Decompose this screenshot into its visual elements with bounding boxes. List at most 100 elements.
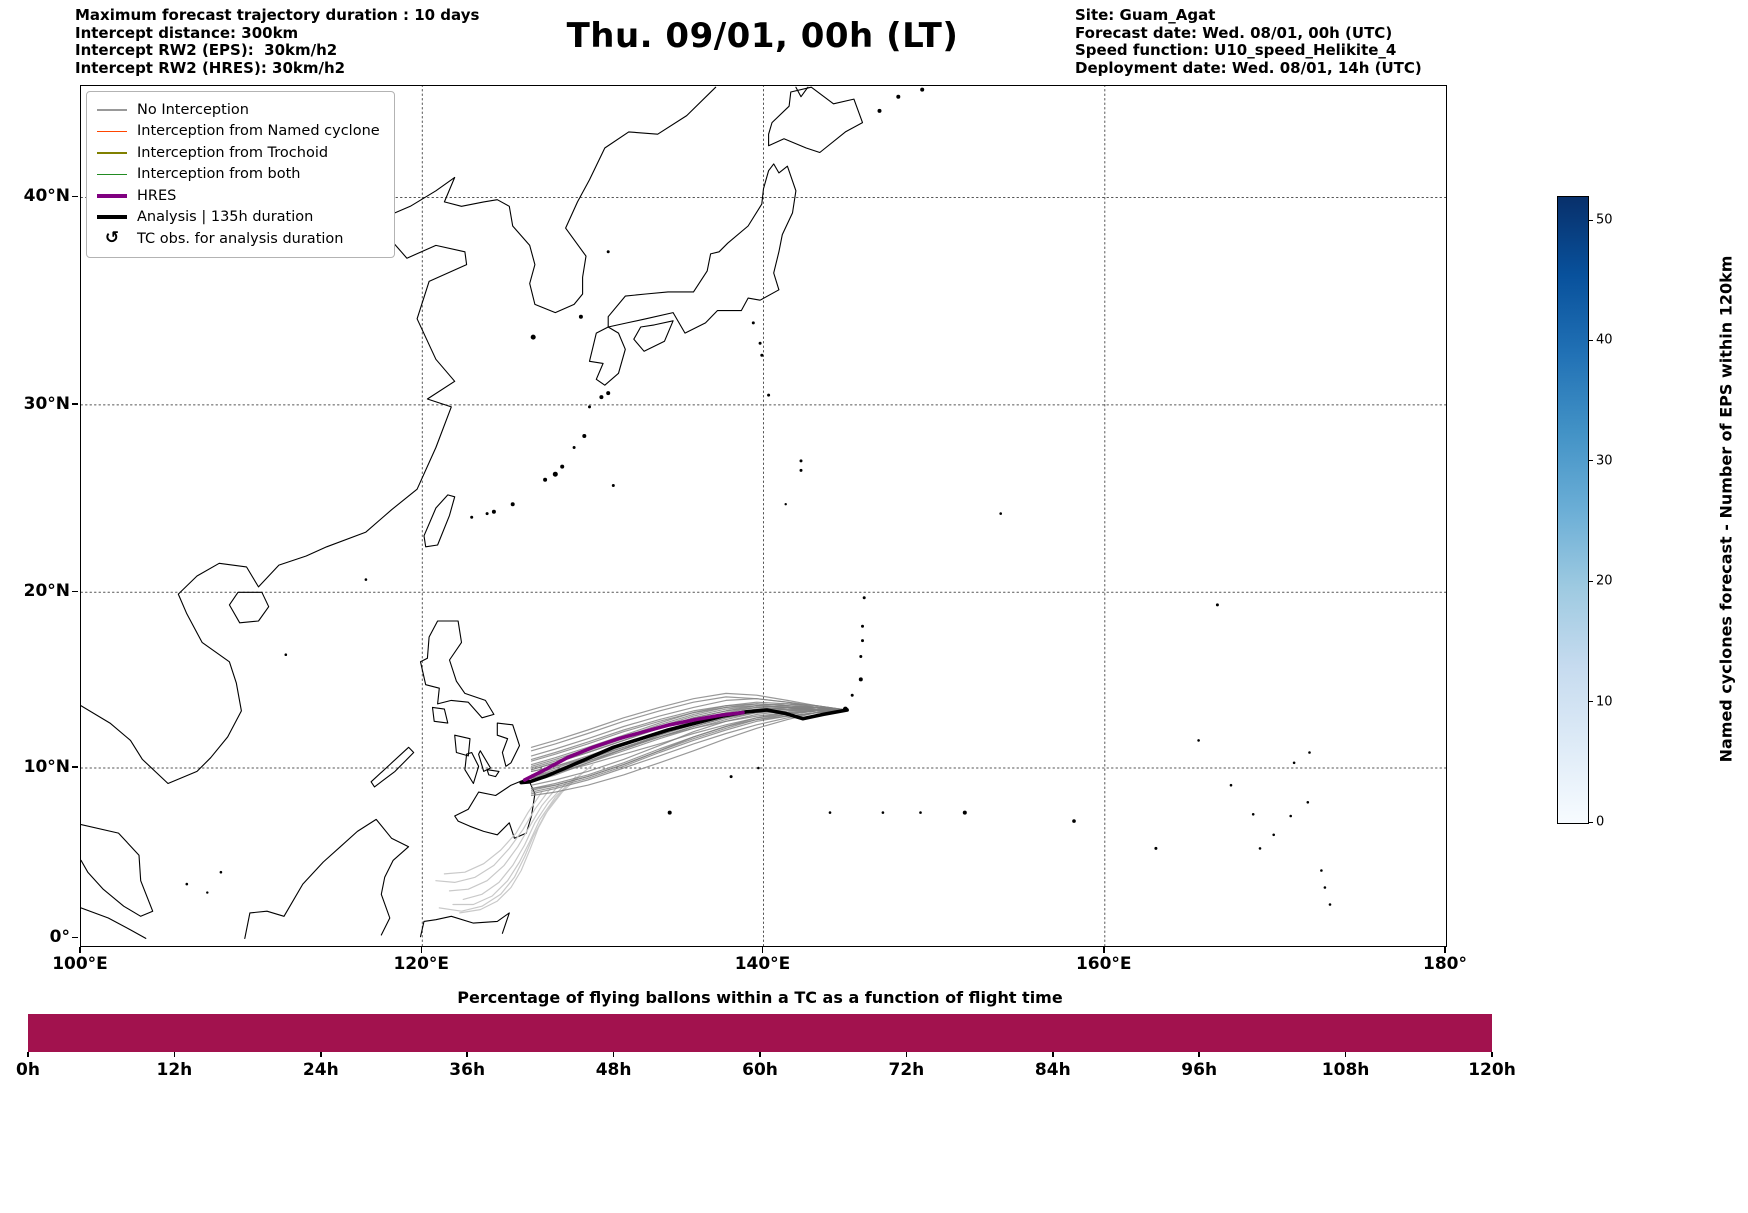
island-dot: [572, 446, 576, 449]
flight-time-tick-label: 120h: [1468, 1060, 1516, 1080]
island-dot: [828, 811, 832, 814]
y-tick-label: 10°N: [23, 757, 70, 777]
island-dot: [920, 87, 925, 92]
coastline-kyushu: [588, 326, 626, 386]
island-dot: [599, 395, 604, 400]
ensemble-track-light: [459, 764, 594, 914]
ensemble-track-light: [435, 788, 551, 883]
y-tick-mark: [72, 195, 78, 198]
speed-function-text: Speed function: U10_speed_Helikite_4: [1075, 41, 1397, 59]
island-dot: [784, 503, 787, 506]
island-dot: [185, 882, 189, 886]
forecast-date-text: Forecast date: Wed. 08/01, 00h (UTC): [1075, 23, 1393, 42]
x-tick-label: 100°E: [52, 954, 108, 974]
coastline-mindanao: [454, 777, 536, 839]
island-dot: [729, 775, 733, 779]
legend-item-named-cyclone: Interception from Named cyclone: [97, 121, 380, 143]
coastline-negros: [464, 751, 480, 785]
map-canvas: [81, 86, 1446, 946]
coastline-taiwan: [423, 494, 456, 548]
flight-time-tick-label: 24h: [302, 1060, 339, 1080]
legend-item-trochoid: Interception from Trochoid: [97, 142, 380, 164]
island-dot: [881, 811, 885, 814]
island-dot: [578, 314, 583, 319]
island-dot: [758, 341, 762, 345]
colorbar-tick-label: 50: [1596, 212, 1613, 228]
flight-time-tick-mark: [466, 1052, 468, 1057]
analysis-line-swatch: [97, 215, 127, 220]
island-dot: [850, 693, 854, 697]
flight-time-tick-label: 72h: [888, 1060, 925, 1080]
y-tick-label: 20°N: [23, 581, 70, 602]
flight-time-tick-mark: [173, 1052, 176, 1057]
island-dot: [1154, 846, 1158, 850]
legend-item-analysis: Analysis | 135h duration: [97, 207, 380, 229]
island-dot: [284, 653, 288, 656]
coastline-luzon: [419, 620, 495, 719]
colorbar-tick-label: 0: [1596, 814, 1605, 830]
tc-obs-marker-icon: ↺: [104, 228, 120, 249]
island-dot: [751, 321, 755, 325]
y-tick-mark: [72, 590, 78, 593]
island-dot: [757, 766, 760, 770]
legend-item-hres: HRES: [97, 185, 380, 207]
x-tick-label: 160°E: [1075, 954, 1132, 974]
coastline-sakhalin-tip: [795, 86, 809, 98]
ensemble-track-light: [452, 776, 577, 906]
island-dot: [862, 596, 866, 600]
coastline-shikoku: [633, 320, 674, 352]
ensemble-track-light: [438, 770, 585, 912]
coastline-sulawesi: [419, 912, 510, 938]
flight-time-tick-mark: [612, 1052, 615, 1057]
coastline-hainan: [228, 591, 270, 624]
island-dot: [861, 624, 864, 628]
x-tick-mark: [79, 946, 81, 953]
ensemble-track: [530, 692, 847, 748]
coastline-sumatra: [81, 907, 147, 939]
flight-time-tick-label: 48h: [595, 1060, 632, 1080]
legend-label: Interception from both: [137, 166, 301, 183]
x-tick-mark: [420, 946, 422, 953]
island-dot: [543, 477, 548, 482]
legend-label: Interception from Trochoid: [137, 144, 329, 161]
island-dot: [667, 810, 672, 815]
legend-label: HRES: [137, 187, 177, 204]
flight-time-tick-mark: [27, 1052, 29, 1057]
flight-time-tick-label: 84h: [1034, 1060, 1071, 1080]
colorbar-tick-label: 20: [1596, 573, 1613, 589]
flight-time-tick-label: 108h: [1321, 1060, 1370, 1080]
named-cyclone-line-swatch: [97, 130, 127, 132]
coastline-palawan: [370, 746, 415, 788]
both-line-swatch: [97, 173, 127, 175]
island-dot: [510, 502, 515, 507]
island-dot: [606, 391, 611, 396]
legend-label: No Interception: [137, 101, 249, 118]
flight-time-tick-label: 60h: [742, 1060, 778, 1080]
island-dot: [588, 405, 591, 409]
island-dot: [877, 108, 882, 113]
island-dot: [962, 810, 967, 815]
island-dot: [530, 334, 536, 340]
flight-time-tick-mark: [1198, 1052, 1200, 1057]
island-dot: [1072, 819, 1076, 823]
legend-label: Interception from Named cyclone: [137, 123, 380, 140]
coastline-panay: [454, 734, 471, 757]
island-dot: [1320, 869, 1323, 872]
island-dot: [919, 811, 922, 814]
legend-label: TC obs. for analysis duration: [137, 230, 344, 247]
coastline-borneo: [244, 818, 410, 939]
x-tick-label: 180°: [1423, 954, 1467, 974]
island-dot: [1215, 603, 1219, 607]
flight-time-tick-label: 36h: [449, 1060, 486, 1080]
colorbar-tick-mark: [1588, 339, 1593, 341]
island-dot: [470, 515, 474, 519]
island-dot: [1328, 903, 1332, 906]
coastline-cebu: [478, 750, 492, 772]
island-dot: [606, 250, 610, 254]
ensemble-track: [530, 708, 847, 790]
no-interception-line-swatch: [97, 109, 127, 111]
colorbar-tick-label: 30: [1596, 453, 1613, 469]
legend-label: Analysis | 135h duration: [137, 209, 314, 226]
ensemble-track-light: [462, 781, 568, 900]
y-tick-label: 30°N: [23, 393, 70, 414]
